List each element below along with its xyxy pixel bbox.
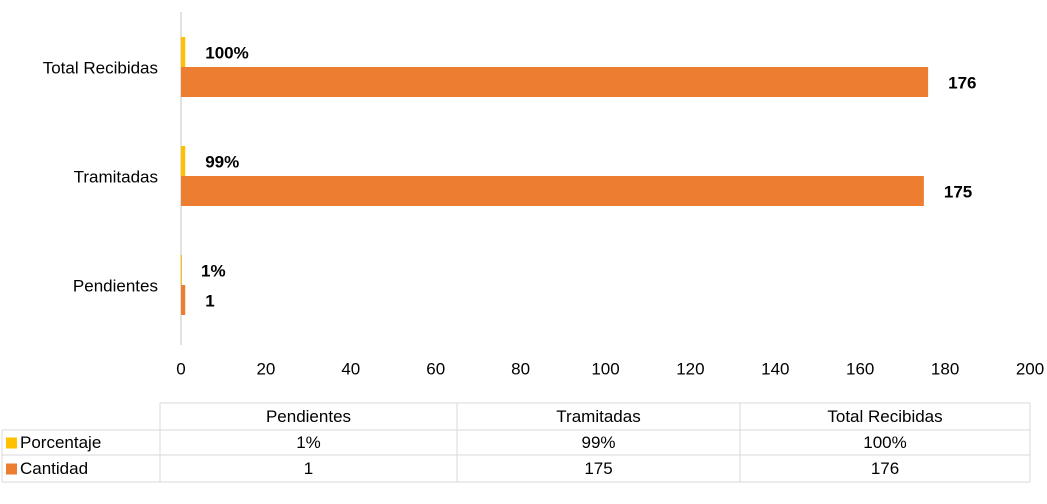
bar [181, 67, 929, 97]
table-header: Tramitadas [556, 407, 640, 426]
x-tick-label: 100 [591, 359, 619, 378]
table-cell: 176 [871, 459, 899, 478]
table-cell: 1% [296, 433, 321, 452]
legend-label: Cantidad [20, 459, 88, 478]
table-cell: 1 [304, 459, 313, 478]
bar [181, 255, 182, 285]
x-tick-label: 140 [761, 359, 789, 378]
x-tick-label: 20 [256, 359, 275, 378]
y-tick-label: Pendientes [73, 276, 158, 295]
legend-swatch [6, 437, 17, 449]
legend-label: Porcentaje [20, 433, 101, 452]
bar [181, 37, 186, 67]
data-label: 176 [948, 73, 976, 92]
x-tick-label: 0 [176, 359, 185, 378]
x-tick-label: 60 [426, 359, 445, 378]
data-label: 175 [944, 182, 972, 201]
data-label: 99% [205, 152, 239, 171]
legend-swatch [6, 463, 17, 475]
bar [181, 285, 186, 315]
data-label: 1% [201, 261, 226, 280]
table-cell: 99% [581, 433, 615, 452]
x-tick-label: 160 [846, 359, 874, 378]
data-label: 100% [205, 43, 248, 62]
x-tick-label: 80 [511, 359, 530, 378]
table-header: Pendientes [266, 407, 351, 426]
bar [181, 146, 186, 176]
y-tick-label: Total Recibidas [43, 58, 158, 77]
table-cell: 100% [863, 433, 906, 452]
data-label: 1 [205, 291, 214, 310]
x-tick-label: 180 [931, 359, 959, 378]
bar [181, 176, 924, 206]
table-cell: 175 [584, 459, 612, 478]
x-tick-label: 200 [1016, 359, 1044, 378]
x-tick-label: 40 [341, 359, 360, 378]
y-tick-label: Tramitadas [74, 167, 158, 186]
x-tick-label: 120 [676, 359, 704, 378]
table-header: Total Recibidas [827, 407, 942, 426]
